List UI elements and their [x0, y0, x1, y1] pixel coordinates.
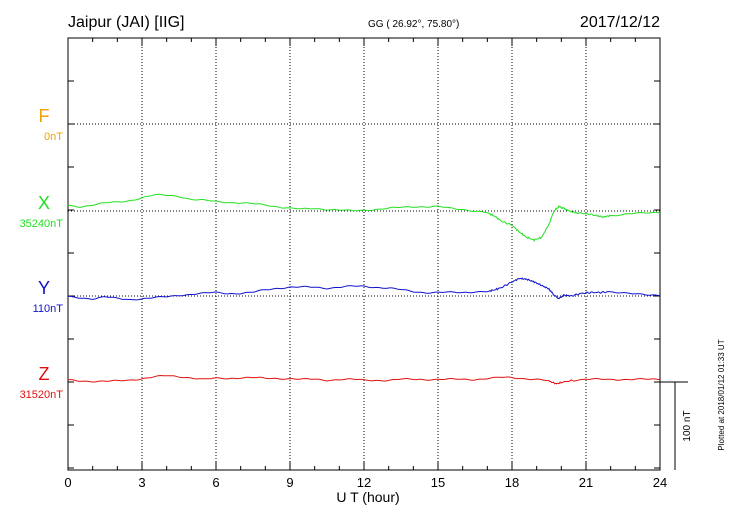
series-name-y: Y	[38, 278, 50, 298]
series-name-z: Z	[39, 364, 50, 384]
x-tick-label: 6	[212, 475, 219, 490]
coordinates-label: GG ( 26.92°, 75.80°)	[368, 19, 459, 30]
scale-bar-label: 100 nT	[682, 410, 693, 441]
x-tick-label: 12	[357, 475, 371, 490]
series-line-y	[68, 277, 661, 301]
date-label: 2017/12/12	[580, 14, 660, 31]
series-line-z	[67, 374, 661, 385]
plotted-at-note: Plotted at 2018/01/12 01:33 UT	[717, 339, 726, 450]
x-tick-label: 15	[431, 475, 445, 490]
x-axis-label: U T (hour)	[336, 489, 399, 505]
series-baseline-f: 0nT	[44, 131, 63, 143]
x-tick-label: 24	[653, 475, 667, 490]
station-title: Jaipur (JAI) [IIG]	[68, 14, 184, 31]
series-baseline-y: 110nT	[33, 303, 64, 315]
grid-layer	[68, 38, 660, 470]
series-line-x	[67, 193, 661, 242]
series-name-f: F	[39, 106, 50, 126]
x-tick-label: 0	[64, 475, 71, 490]
series-baseline-x: 35240nT	[20, 218, 64, 230]
series-baseline-z: 31520nT	[20, 389, 64, 401]
x-tick-label: 3	[138, 475, 145, 490]
label-layer: F 0nT X 35240nT Y 110nT Z 31520nT	[20, 106, 64, 401]
x-tick-label: 18	[505, 475, 519, 490]
x-tick-label: 21	[579, 475, 593, 490]
series-layer	[67, 193, 661, 385]
series-name-x: X	[38, 193, 50, 213]
x-tick-label: 9	[286, 475, 293, 490]
tick-layer: 0 3 6 9 12 15 18 21 24	[64, 38, 667, 490]
